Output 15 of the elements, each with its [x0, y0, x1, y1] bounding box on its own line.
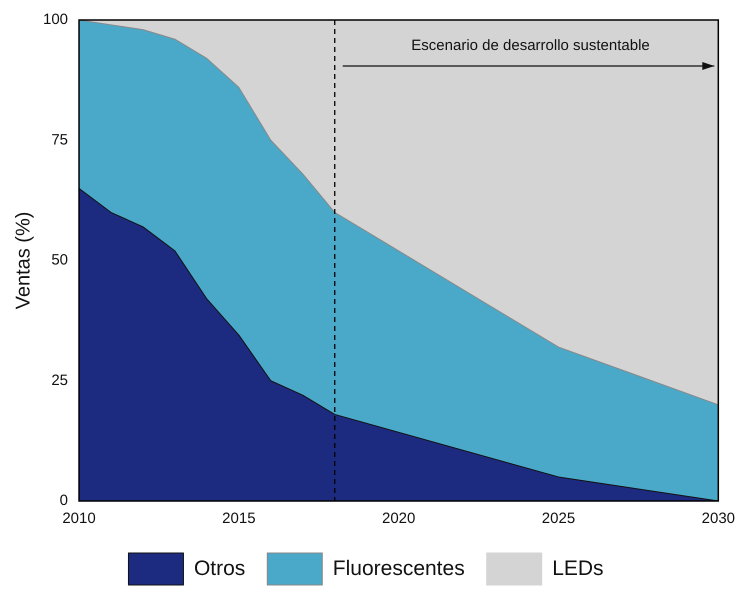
legend-label: Fluorescentes	[332, 556, 465, 580]
x-tick-label: 2025	[542, 510, 576, 528]
x-tick-label: 2030	[702, 510, 736, 528]
y-tick-label: 0	[60, 492, 68, 510]
x-tick-label: 2015	[222, 510, 256, 528]
x-tick-label: 2010	[62, 510, 96, 528]
legend-label: Otros	[194, 556, 246, 580]
y-tick-label: 100	[42, 11, 68, 28]
y-axis-title: Ventas (%)	[12, 212, 35, 310]
y-tick-label: 75	[51, 131, 68, 148]
legend-label: LEDs	[552, 556, 604, 580]
y-tick-label: 50	[51, 252, 68, 269]
annotation: Escenario de desarrollo sustentable	[411, 37, 650, 54]
y-tick-label: 25	[51, 372, 68, 389]
x-tick-label: 2020	[382, 510, 416, 528]
